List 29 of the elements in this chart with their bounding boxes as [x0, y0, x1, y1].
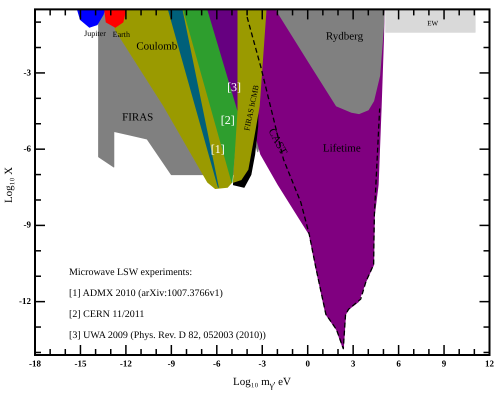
- x-tick-label: -9: [168, 358, 176, 369]
- annotation: FIRAS: [122, 111, 154, 124]
- annotation: [1] ADMX 2010 (arXiv:1007.3766v1): [69, 288, 223, 299]
- x-tick-label: -12: [120, 358, 132, 369]
- x-tick-label: -15: [74, 358, 87, 369]
- annotation: [2]: [220, 112, 235, 127]
- x-tick-label: 9: [442, 358, 447, 369]
- x-tick-label: 6: [396, 358, 402, 369]
- x-tick-label: 12: [485, 358, 494, 369]
- y-tick-label: -3: [24, 67, 32, 78]
- annotation: Microwave LSW experiments:: [69, 267, 192, 278]
- y-tick-label: -9: [24, 220, 32, 230]
- annotation: Jupiter: [84, 28, 106, 38]
- annotation: [3] UWA 2009 (Phys. Rev. D 82, 052003 (2010)): [69, 330, 266, 341]
- annotation: [2] CERN 11/2011: [69, 309, 144, 320]
- y-tick-label: -12: [19, 296, 32, 306]
- x-tick-label: -6: [213, 358, 222, 369]
- annotation: [1]: [210, 142, 225, 156]
- x-tick-label: 3: [350, 358, 356, 369]
- annotation: Lifetime: [322, 142, 361, 155]
- x-axis-title: Log₁₀ m$_{γ'}$ eV: [233, 376, 291, 390]
- annotation: FIRAS hCMB: [242, 84, 261, 132]
- x-tick-label: -3: [258, 358, 266, 369]
- x-tick-label: 0: [305, 358, 310, 369]
- x-tick-label: -18: [29, 358, 42, 369]
- annotation: Coulomb: [136, 40, 178, 52]
- y-axis-title: Log₁₀ X: [3, 166, 15, 204]
- annotation: Rydberg: [326, 30, 364, 42]
- y-tick-label: -6: [24, 143, 32, 154]
